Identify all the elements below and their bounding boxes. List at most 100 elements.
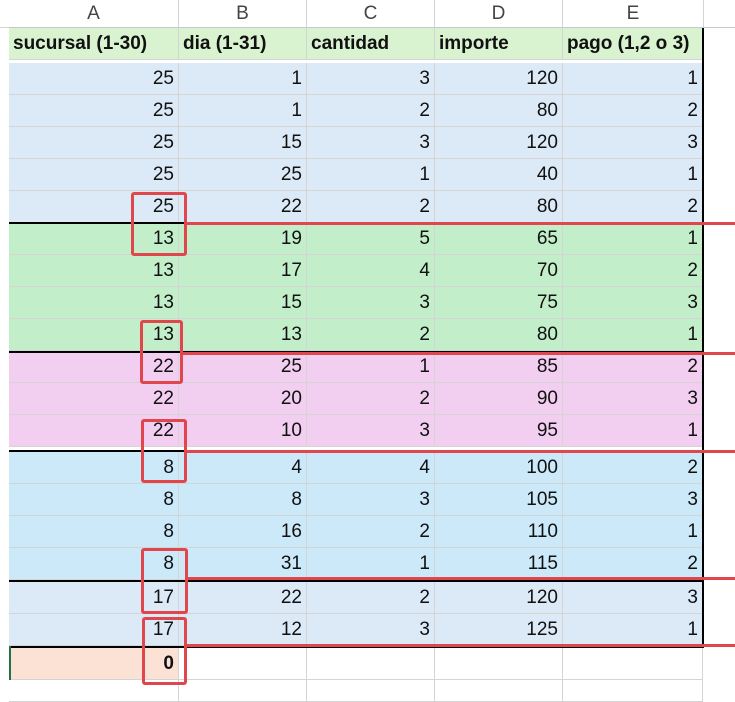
cell-sucursal[interactable]: 25 (9, 191, 179, 223)
cell-cantidad[interactable]: 2 (307, 383, 435, 415)
cell-cantidad[interactable]: 2 (307, 516, 435, 548)
column-header-f[interactable] (704, 0, 735, 28)
cell-pago[interactable]: 2 (563, 548, 703, 580)
cell-dia[interactable]: 1 (179, 95, 307, 127)
cell-importe[interactable]: 100 (435, 452, 563, 484)
cell-pago[interactable]: 3 (563, 287, 703, 319)
cell-dia[interactable]: 4 (179, 452, 307, 484)
cell-pago[interactable]: 2 (563, 255, 703, 287)
header-importe[interactable]: importe (435, 28, 563, 60)
cell-dia[interactable]: 25 (179, 351, 307, 383)
cell-sucursal[interactable]: 8 (9, 484, 179, 516)
cell-importe[interactable]: 40 (435, 159, 563, 191)
column-header-a[interactable]: A (9, 0, 179, 28)
cell-cantidad[interactable]: 2 (307, 191, 435, 223)
column-header-c[interactable]: C (307, 0, 435, 28)
cell-importe[interactable]: 65 (435, 223, 563, 255)
cell-sucursal[interactable]: 8 (9, 516, 179, 548)
cell-cantidad[interactable]: 5 (307, 223, 435, 255)
cell-cantidad[interactable]: 4 (307, 255, 435, 287)
cell-dia[interactable]: 16 (179, 516, 307, 548)
cell-pago[interactable]: 1 (563, 415, 703, 447)
cell-importe[interactable]: 80 (435, 319, 563, 351)
cell-cantidad[interactable]: 3 (307, 127, 435, 159)
cell-importe[interactable]: 70 (435, 255, 563, 287)
cell-pago[interactable]: 2 (563, 351, 703, 383)
cell-importe[interactable]: 80 (435, 95, 563, 127)
cell-pago[interactable]: 1 (563, 63, 703, 95)
empty-cell[interactable] (435, 680, 563, 702)
cell-sucursal[interactable]: 17 (9, 582, 179, 614)
cell-sucursal[interactable]: 22 (9, 351, 179, 383)
empty-cell[interactable] (435, 648, 563, 680)
cell-dia[interactable]: 22 (179, 582, 307, 614)
cell-dia[interactable]: 1 (179, 63, 307, 95)
cell-sucursal[interactable]: 8 (9, 452, 179, 484)
cell-pago[interactable]: 1 (563, 319, 703, 351)
header-dia[interactable]: dia (1-31) (179, 28, 307, 60)
cell-sucursal[interactable]: 13 (9, 319, 179, 351)
cell-sucursal[interactable]: 8 (9, 548, 179, 580)
cell-pago[interactable]: 2 (563, 452, 703, 484)
empty-cell[interactable] (179, 680, 307, 702)
cell-dia[interactable]: 15 (179, 127, 307, 159)
cell-importe[interactable]: 120 (435, 127, 563, 159)
cell-sucursal[interactable]: 13 (9, 255, 179, 287)
cell-importe[interactable]: 110 (435, 516, 563, 548)
cell-importe[interactable]: 125 (435, 614, 563, 646)
cell-dia[interactable]: 10 (179, 415, 307, 447)
cell-importe[interactable]: 90 (435, 383, 563, 415)
cell-pago[interactable]: 1 (563, 516, 703, 548)
cell-pago[interactable]: 1 (563, 614, 703, 646)
empty-cell[interactable] (179, 648, 307, 680)
cell-dia[interactable]: 8 (179, 484, 307, 516)
cell-dia[interactable]: 22 (179, 191, 307, 223)
cell-pago[interactable]: 3 (563, 383, 703, 415)
cell-pago[interactable]: 1 (563, 159, 703, 191)
cell-importe[interactable]: 95 (435, 415, 563, 447)
cell-pago[interactable]: 3 (563, 127, 703, 159)
cell-sucursal[interactable]: 25 (9, 127, 179, 159)
cell-dia[interactable]: 17 (179, 255, 307, 287)
column-header-d[interactable]: D (435, 0, 563, 28)
cell-dia[interactable]: 20 (179, 383, 307, 415)
cell-cantidad[interactable]: 3 (307, 614, 435, 646)
cell-sucursal[interactable]: 25 (9, 95, 179, 127)
cell-cantidad[interactable]: 3 (307, 484, 435, 516)
column-header-e[interactable]: E (563, 0, 704, 28)
cell-cantidad[interactable]: 2 (307, 95, 435, 127)
cell-cantidad[interactable]: 1 (307, 159, 435, 191)
cell-pago[interactable]: 1 (563, 223, 703, 255)
cell-cantidad[interactable]: 1 (307, 351, 435, 383)
cell-importe[interactable]: 85 (435, 351, 563, 383)
cell-importe[interactable]: 115 (435, 548, 563, 580)
empty-cell[interactable] (563, 680, 703, 702)
column-header-b[interactable]: B (179, 0, 307, 28)
cell-sucursal[interactable]: 22 (9, 383, 179, 415)
cell-cantidad[interactable]: 4 (307, 452, 435, 484)
cell-importe[interactable]: 105 (435, 484, 563, 516)
cell-dia[interactable]: 15 (179, 287, 307, 319)
cell-cantidad[interactable]: 3 (307, 287, 435, 319)
cell-sucursal[interactable]: 25 (9, 63, 179, 95)
cell-cantidad[interactable]: 2 (307, 582, 435, 614)
cell-pago[interactable]: 2 (563, 95, 703, 127)
cell-dia[interactable]: 25 (179, 159, 307, 191)
cell-importe[interactable]: 120 (435, 63, 563, 95)
cell-dia[interactable]: 13 (179, 319, 307, 351)
header-cantidad[interactable]: cantidad (307, 28, 435, 60)
cell-cantidad[interactable]: 2 (307, 319, 435, 351)
result-cell[interactable]: 0 (9, 648, 179, 680)
cell-cantidad[interactable]: 3 (307, 415, 435, 447)
cell-dia[interactable]: 31 (179, 548, 307, 580)
cell-dia[interactable]: 19 (179, 223, 307, 255)
cell-dia[interactable]: 12 (179, 614, 307, 646)
header-sucursal[interactable]: sucursal (1-30) (9, 28, 179, 60)
cell-importe[interactable]: 75 (435, 287, 563, 319)
cell-pago[interactable]: 3 (563, 582, 703, 614)
cell-importe[interactable]: 80 (435, 191, 563, 223)
cell-pago[interactable]: 2 (563, 191, 703, 223)
cell-pago[interactable]: 3 (563, 484, 703, 516)
header-pago[interactable]: pago (1,2 o 3) (563, 28, 703, 60)
empty-cell[interactable] (563, 648, 703, 680)
